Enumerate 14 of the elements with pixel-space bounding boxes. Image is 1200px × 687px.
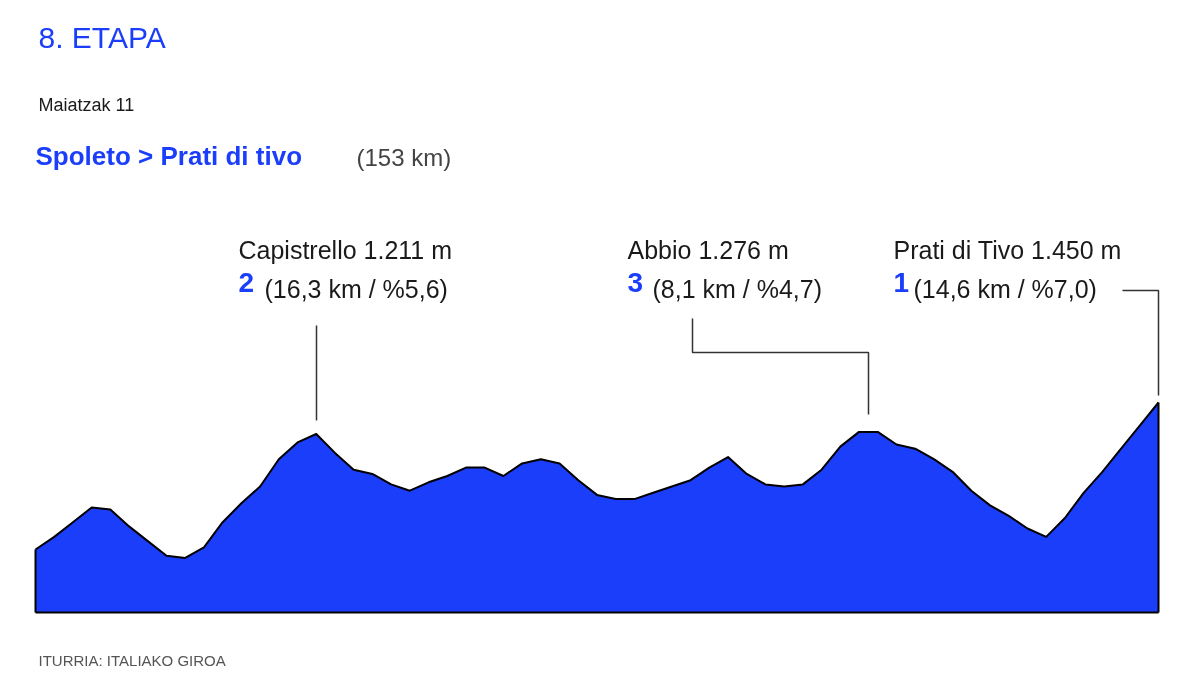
text: Capistrello 1.211 m xyxy=(238,235,453,264)
text: 1 xyxy=(893,266,910,298)
text: (153 km) xyxy=(356,143,452,171)
text: (16,3 km / %5,6) xyxy=(264,274,448,303)
text: 2 xyxy=(238,266,255,298)
text: Prati di Tivo 1.450 m xyxy=(893,235,1122,264)
chart-title: 8. ETAPA xyxy=(38,20,166,54)
text: Spoleto > Prati di tivo xyxy=(35,140,303,171)
text: 3 xyxy=(627,266,644,298)
text: (8,1 km / %4,7) xyxy=(652,274,822,303)
chart-subtitle: Maiatzak 11 xyxy=(38,94,135,115)
text: ITURRIA: ITALIAKO GIROA xyxy=(38,651,226,669)
text: (14,6 km / %7,0) xyxy=(913,274,1097,303)
text: Abbio 1.276 m xyxy=(627,235,789,264)
